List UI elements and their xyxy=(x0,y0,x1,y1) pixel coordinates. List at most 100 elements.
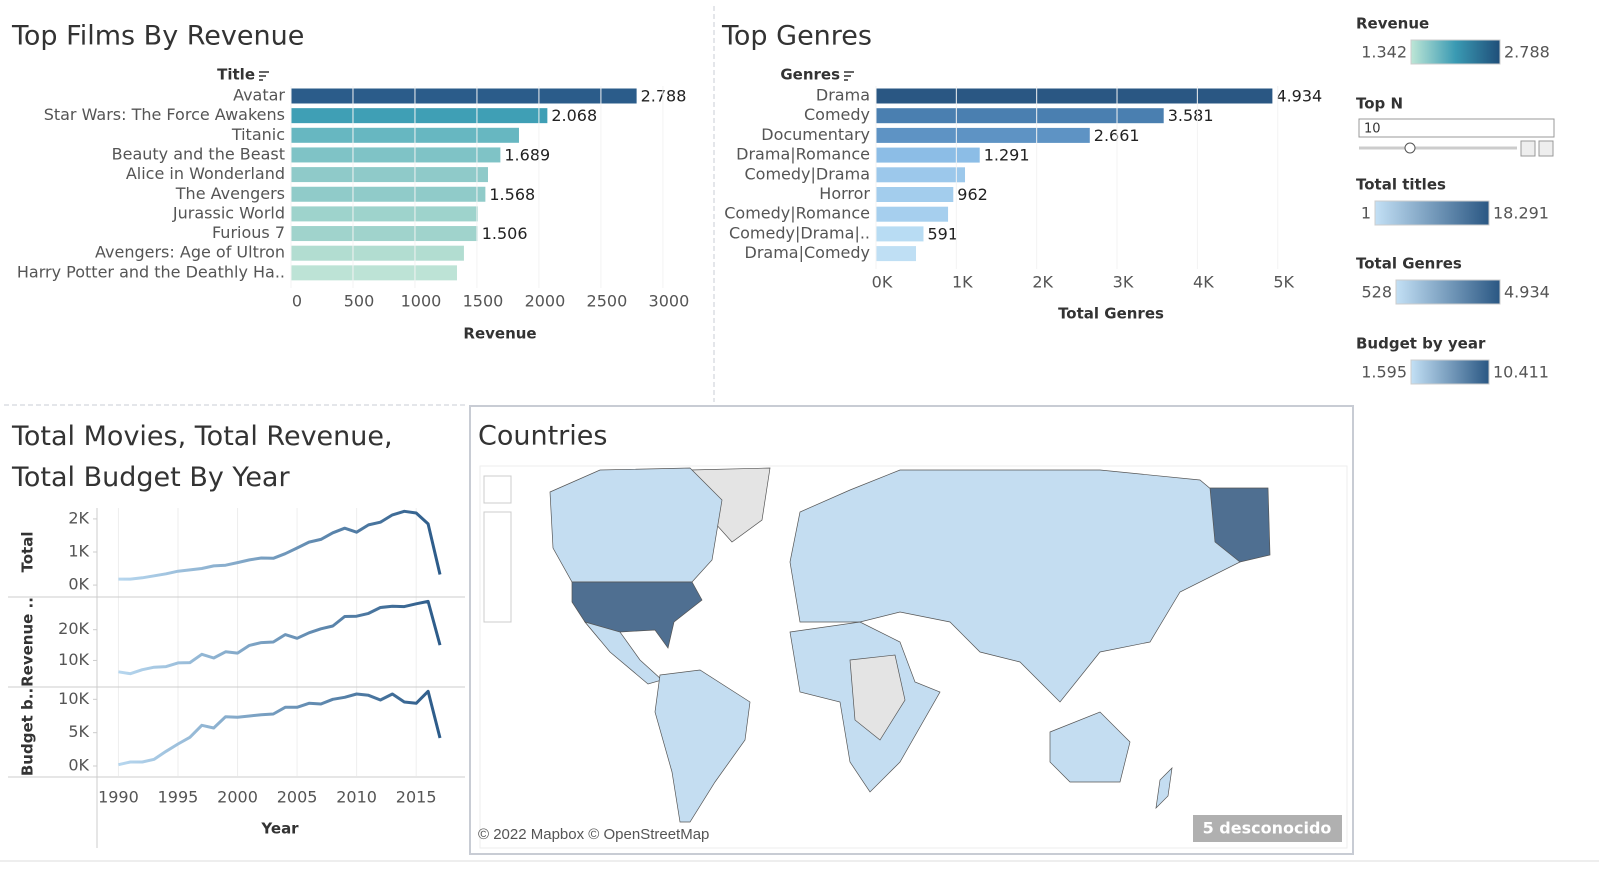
panel-label: Budget b.. xyxy=(19,688,37,776)
y-tick-label: 0K xyxy=(68,756,89,775)
category-label: Furious 7 xyxy=(212,223,285,242)
line xyxy=(118,689,442,767)
value-label: 2.068 xyxy=(551,106,597,125)
value-label: 1.689 xyxy=(504,145,550,164)
y-tick-label: 2K xyxy=(68,508,89,527)
bar xyxy=(291,147,501,163)
bar xyxy=(291,265,457,281)
color-ramp xyxy=(1410,39,1501,65)
y-tick-label: 0K xyxy=(68,575,89,594)
y-tick-label: 1K xyxy=(68,542,89,561)
search-button[interactable] xyxy=(483,475,512,504)
line xyxy=(118,509,442,581)
x-tick-label: 2K xyxy=(1032,273,1053,292)
land xyxy=(1049,711,1131,783)
zoom-toolbar[interactable] xyxy=(483,511,512,623)
bar xyxy=(291,186,486,202)
category-label: Titanic xyxy=(231,125,285,144)
y-tick-label: 10K xyxy=(58,689,89,708)
category-label: Beauty and the Beast xyxy=(112,144,285,163)
value-label: 4.934 xyxy=(1276,87,1322,106)
x-tick-label: 2015 xyxy=(396,788,437,807)
x-tick-label: 2500 xyxy=(587,292,628,311)
bar xyxy=(876,147,980,163)
input-box[interactable] xyxy=(1358,118,1555,138)
category-label: Drama|Romance xyxy=(736,145,870,164)
legend-max: 2.788 xyxy=(1504,43,1550,62)
value-label: 1.506 xyxy=(482,224,528,243)
x-tick-label: 3000 xyxy=(649,292,690,311)
category-label: Drama xyxy=(816,86,870,105)
category-label: Avatar xyxy=(233,86,285,105)
map-panel: Countries © 2022 Mapbox © OpenStreetMap … xyxy=(469,405,1354,855)
bar xyxy=(291,226,478,242)
bar xyxy=(876,187,954,202)
category-label: Star Wars: The Force Awakens xyxy=(44,105,285,124)
slider-thumb[interactable] xyxy=(1404,142,1416,154)
category-label: Drama|Comedy xyxy=(745,243,871,262)
color-ramp xyxy=(1410,359,1490,385)
category-label: Comedy xyxy=(804,105,870,124)
x-axis-label: Total Genres xyxy=(1058,305,1164,323)
category-label: Comedy|Romance xyxy=(724,204,870,223)
legend-max: 18.291 xyxy=(1493,204,1549,223)
map-attribution: © 2022 Mapbox © OpenStreetMap xyxy=(478,826,709,843)
x-tick-label: 3K xyxy=(1113,273,1134,292)
x-tick-label: 2005 xyxy=(277,788,318,807)
land xyxy=(789,469,1251,703)
x-tick-label: 0 xyxy=(292,292,302,311)
legend-title: Total titles xyxy=(1356,176,1446,194)
land xyxy=(849,654,906,741)
bar xyxy=(291,88,637,104)
y-tick-label: 10K xyxy=(58,650,89,669)
category-label: The Avengers xyxy=(175,184,285,203)
legend-min: 1 xyxy=(1361,204,1371,223)
legend-title: Revenue xyxy=(1356,15,1429,33)
column-header: Genres xyxy=(780,66,840,84)
legend-title: Total Genres xyxy=(1356,255,1462,273)
step-forward[interactable] xyxy=(1538,140,1554,157)
legend-min: 1.595 xyxy=(1361,363,1407,382)
category-label: Alice in Wonderland xyxy=(126,164,285,183)
legend-max: 10.411 xyxy=(1493,363,1549,382)
land xyxy=(654,669,751,823)
value-label: 3.581 xyxy=(1168,106,1214,125)
x-tick-label: 500 xyxy=(344,292,375,311)
x-tick-label: 1995 xyxy=(158,788,199,807)
input-value: 10 xyxy=(1364,122,1381,137)
bar xyxy=(291,206,478,222)
bar xyxy=(291,127,519,143)
sort-icon xyxy=(259,71,269,81)
unknown-badge[interactable] xyxy=(1193,815,1342,842)
land xyxy=(1155,767,1173,809)
category-label: Harry Potter and the Deathly Ha.. xyxy=(17,262,285,281)
value-label: 1.568 xyxy=(489,185,535,204)
value-label: 962 xyxy=(957,185,988,204)
category-label: Documentary xyxy=(761,125,870,144)
line xyxy=(118,599,442,676)
x-axis-label: Revenue xyxy=(463,325,536,343)
map-controls xyxy=(483,475,512,623)
step-back[interactable] xyxy=(1520,140,1536,157)
map-title: Countries xyxy=(478,421,607,452)
x-tick-label: 1500 xyxy=(463,292,504,311)
map-shapes xyxy=(549,467,1271,823)
legend-min: 1.342 xyxy=(1361,43,1407,62)
value-label: 2.788 xyxy=(641,87,687,106)
chart-title: Top Films By Revenue xyxy=(11,21,304,52)
bar xyxy=(291,108,548,124)
value-label: 1.291 xyxy=(984,146,1030,165)
x-tick-label: 2000 xyxy=(217,788,258,807)
column-header: Title xyxy=(217,66,255,84)
legend-max: 4.934 xyxy=(1504,283,1550,302)
x-tick-label: 1000 xyxy=(401,292,442,311)
panel-label: Total xyxy=(19,532,37,573)
x-tick-label: 2010 xyxy=(336,788,377,807)
x-axis-label: Year xyxy=(260,820,299,838)
bar xyxy=(876,127,1090,143)
category-label: Jurassic World xyxy=(172,203,285,222)
panel-label: Revenue .. xyxy=(19,597,37,687)
bar xyxy=(291,167,488,183)
